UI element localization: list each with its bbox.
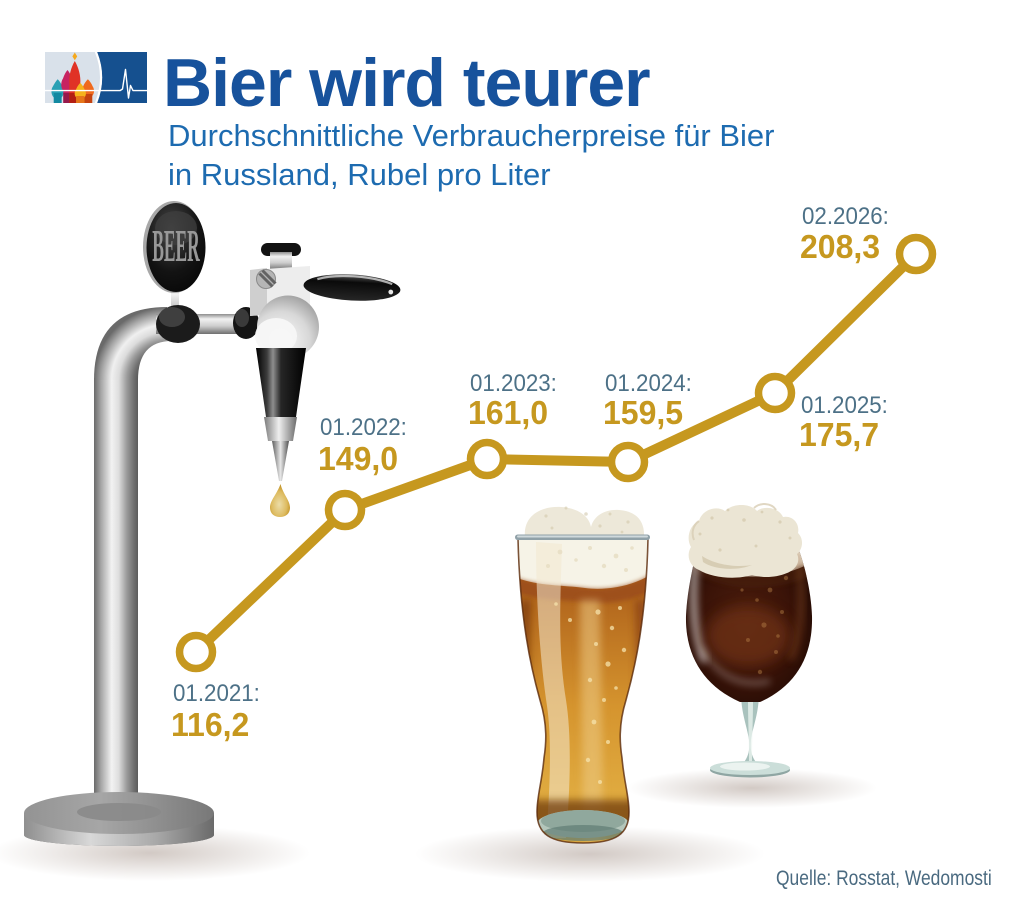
svg-text:BEER: BEER	[152, 220, 200, 272]
